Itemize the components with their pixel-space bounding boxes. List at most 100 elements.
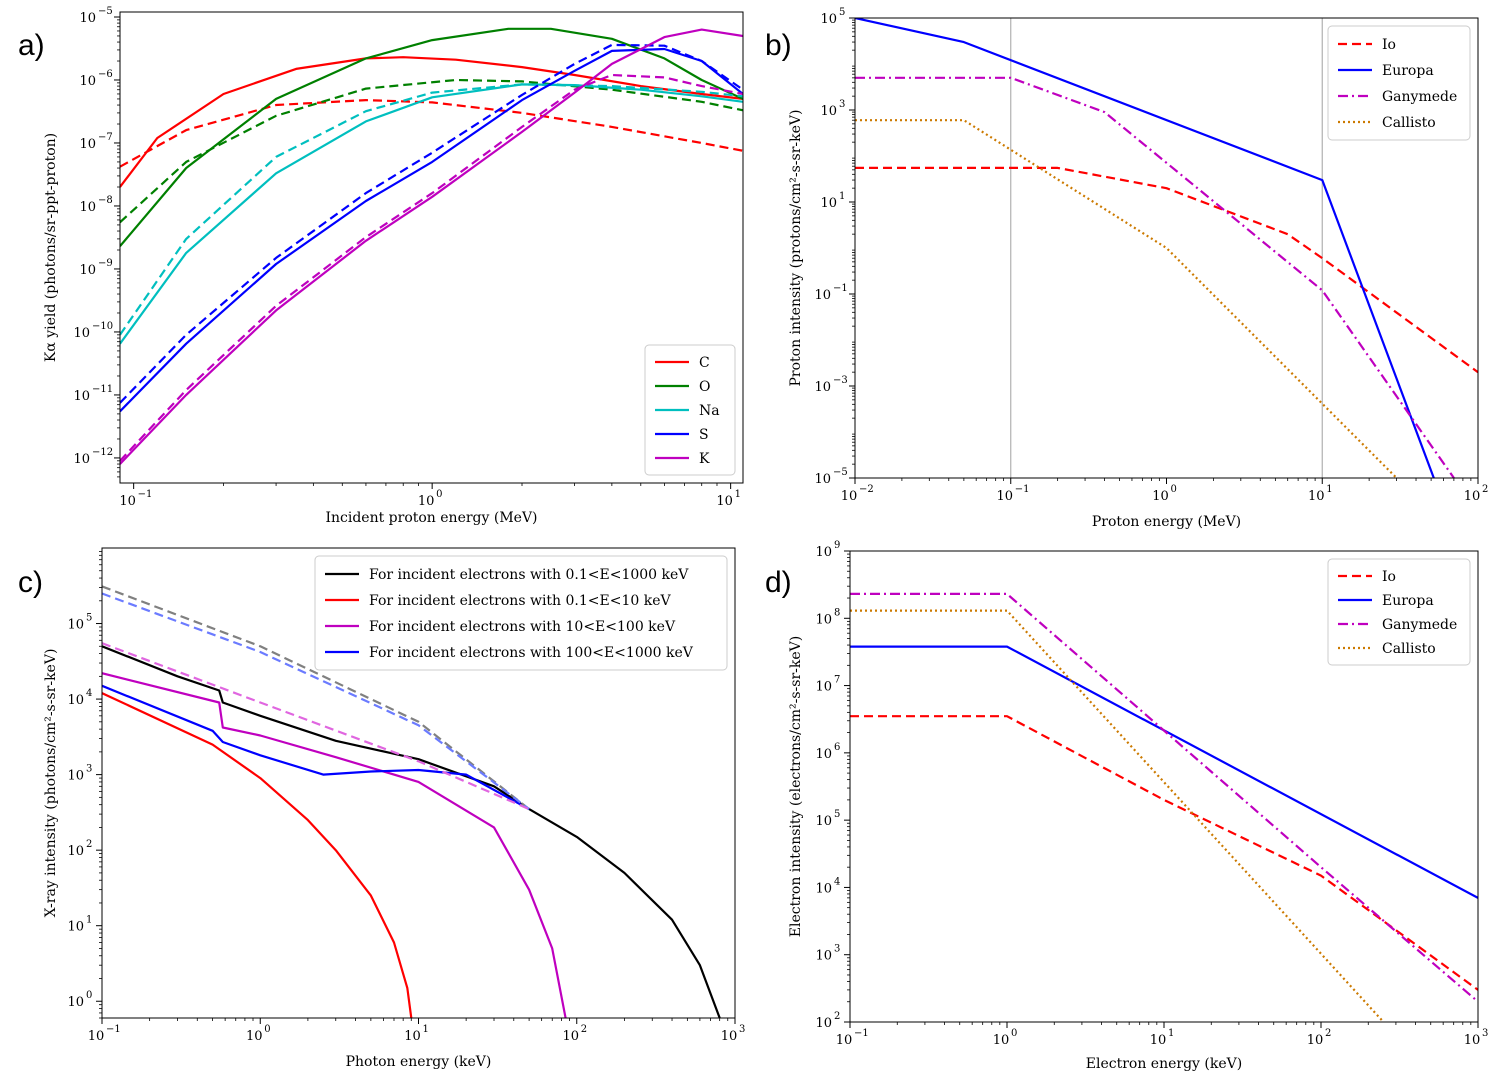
x-tick-exponent: 2 [1482,484,1488,495]
y-tick-exponent: 3 [834,944,840,955]
series-line-ganymede [850,592,1478,1003]
x-tick-label: 10 [1464,1033,1481,1048]
series-line-o [120,27,743,247]
x-tick-label: 10 [1308,489,1325,504]
x-tick-exponent: −1 [138,489,153,500]
y-tick-label: 10 [79,11,96,26]
y-tick-exponent: −3 [833,375,848,386]
y-tick-exponent: 3 [86,764,92,775]
y-tick-label: 10 [815,814,832,829]
legend: For incident electrons with 0.1<E<1000 k… [314,555,728,671]
panel-2: b)10 −2 10 −1 10 0 10 1 10 210 −510 −310 −110 110 310 5… [765,7,1488,530]
series-line-0-1-e-1000-kev [102,645,721,1018]
series-line-s [120,47,743,413]
x-tick-exponent: 0 [1011,1028,1017,1039]
legend-entry-label: For incident electrons with 0.1<E<10 keV [369,593,671,609]
x-tick-label: 10 [562,1029,579,1044]
y-tick-label: 10 [820,196,837,211]
y-tick-exponent: 1 [86,915,92,926]
series-line-s-dashed- [120,43,743,404]
y-tick-exponent: 5 [834,809,840,820]
series-line-io [850,715,1478,991]
y-tick-label: 10 [814,288,831,303]
y-tick-label: 10 [67,693,84,708]
y-tick-exponent: −5 [98,6,113,17]
series-line-europa [850,645,1478,899]
x-tick-label: 10 [1152,489,1169,504]
legend-entry-label: Io [1382,37,1396,53]
y-tick-exponent: 3 [839,99,845,110]
plot-frame [849,550,1479,1023]
y-tick-label: 10 [815,545,832,560]
x-axis-label: Electron energy (keV) [1086,1056,1242,1072]
x-tick-label: 10 [88,1029,105,1044]
series-line-c-dashed- [120,98,743,168]
series-line-grey-dashed [102,585,530,810]
x-tick-label: 10 [418,494,435,509]
x-tick-label: 10 [993,1033,1010,1048]
legend-entry-label: Callisto [1382,641,1436,657]
series-line-io [855,166,1478,374]
y-axis-label: X-ray intensity (photons/cm²-s-sr-keV) [43,649,59,918]
series-line-blue-dashed [102,592,530,810]
x-tick-exponent: 0 [264,1024,270,1035]
x-tick-label: 10 [716,494,733,509]
panel-label: b) [765,29,792,62]
y-tick-label: 10 [73,326,90,341]
x-axis-label: Incident proton energy (MeV) [325,510,537,526]
series-line-o-dashed- [120,78,743,224]
legend-entry-label: Europa [1382,593,1434,609]
series-line-k [120,28,743,465]
x-tick-label: 10 [1464,489,1481,504]
y-tick-exponent: −8 [98,195,113,206]
x-tick-exponent: 0 [436,489,442,500]
y-tick-label: 10 [79,137,96,152]
x-tick-exponent: −2 [859,484,874,495]
x-tick-label: 10 [836,1033,853,1048]
y-tick-label: 10 [815,747,832,762]
x-tick-label: 10 [1150,1033,1167,1048]
y-tick-label: 10 [820,12,837,27]
x-tick-label: 10 [841,489,858,504]
y-tick-exponent: 4 [86,688,92,699]
y-tick-exponent: 9 [834,540,840,551]
y-tick-label: 10 [67,618,84,633]
legend-entry-label: S [699,427,709,443]
y-tick-label: 10 [814,472,831,487]
y-tick-exponent: 0 [86,990,92,1001]
y-tick-exponent: 6 [834,742,840,753]
legend-entry-label: Ganymede [1382,617,1457,633]
series-line-na-dashed- [120,83,743,336]
y-tick-label: 10 [67,995,84,1010]
x-tick-exponent: 1 [735,489,741,500]
legend: Io Europa Ganymede Callisto [1327,558,1471,666]
plot-frame [119,11,744,484]
legend-box [314,555,728,671]
series-line-callisto [850,609,1385,1022]
panel-3: c)10 −1 10 0 10 1 10 2 10 310 010 110 210 310 410 5Phot… [18,547,745,1070]
x-tick-exponent: 1 [1168,1028,1174,1039]
legend-entry-label: For incident electrons with 10<E<100 keV [369,619,676,635]
y-tick-exponent: −5 [833,467,848,478]
y-tick-label: 10 [815,612,832,627]
x-tick-label: 10 [996,489,1013,504]
y-tick-exponent: −10 [92,321,113,332]
y-tick-label: 10 [820,104,837,119]
legend-entry-label: Ganymede [1382,89,1457,105]
y-tick-label: 10 [67,920,84,935]
series-line-c [120,56,743,188]
series-line-ganymede [855,76,1455,478]
y-tick-label: 10 [79,263,96,278]
legend-entry-label: O [699,379,710,395]
plot-frame [101,547,736,1019]
legend: CO Na SK [644,344,736,476]
y-tick-label: 10 [815,881,832,896]
series-group [102,585,721,1018]
y-tick-exponent: 4 [834,876,840,887]
x-tick-exponent: 2 [581,1024,587,1035]
series-line-0-1-e-10-kev [102,692,413,1018]
x-tick-label: 10 [721,1029,738,1044]
x-tick-exponent: 1 [423,1024,429,1035]
series-group [120,27,743,465]
